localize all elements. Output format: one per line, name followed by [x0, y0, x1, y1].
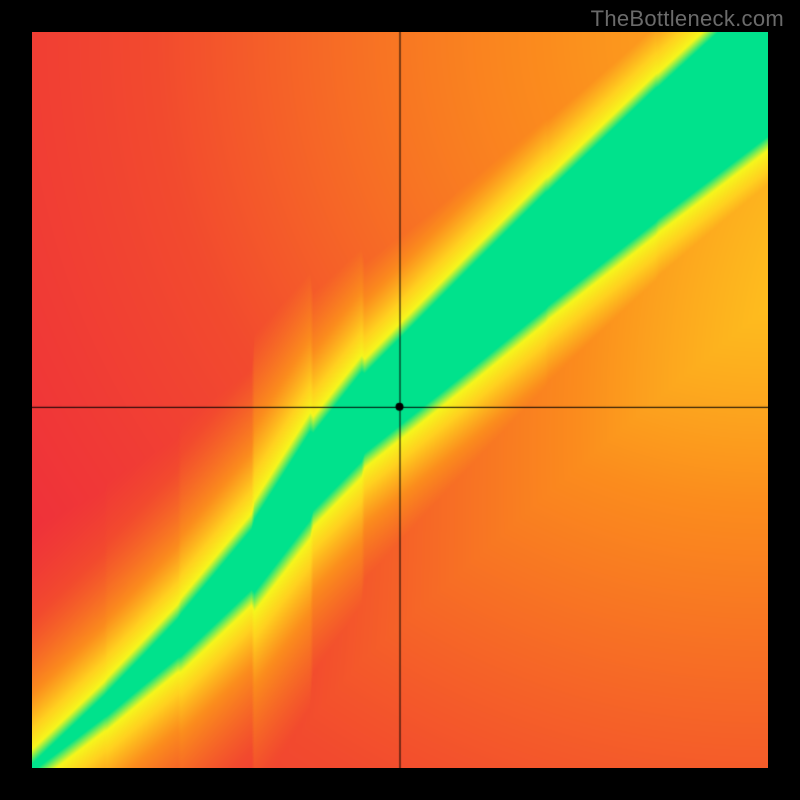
heatmap-canvas: [32, 32, 768, 768]
chart-frame: TheBottleneck.com: [0, 0, 800, 800]
watermark-text: TheBottleneck.com: [591, 6, 784, 32]
